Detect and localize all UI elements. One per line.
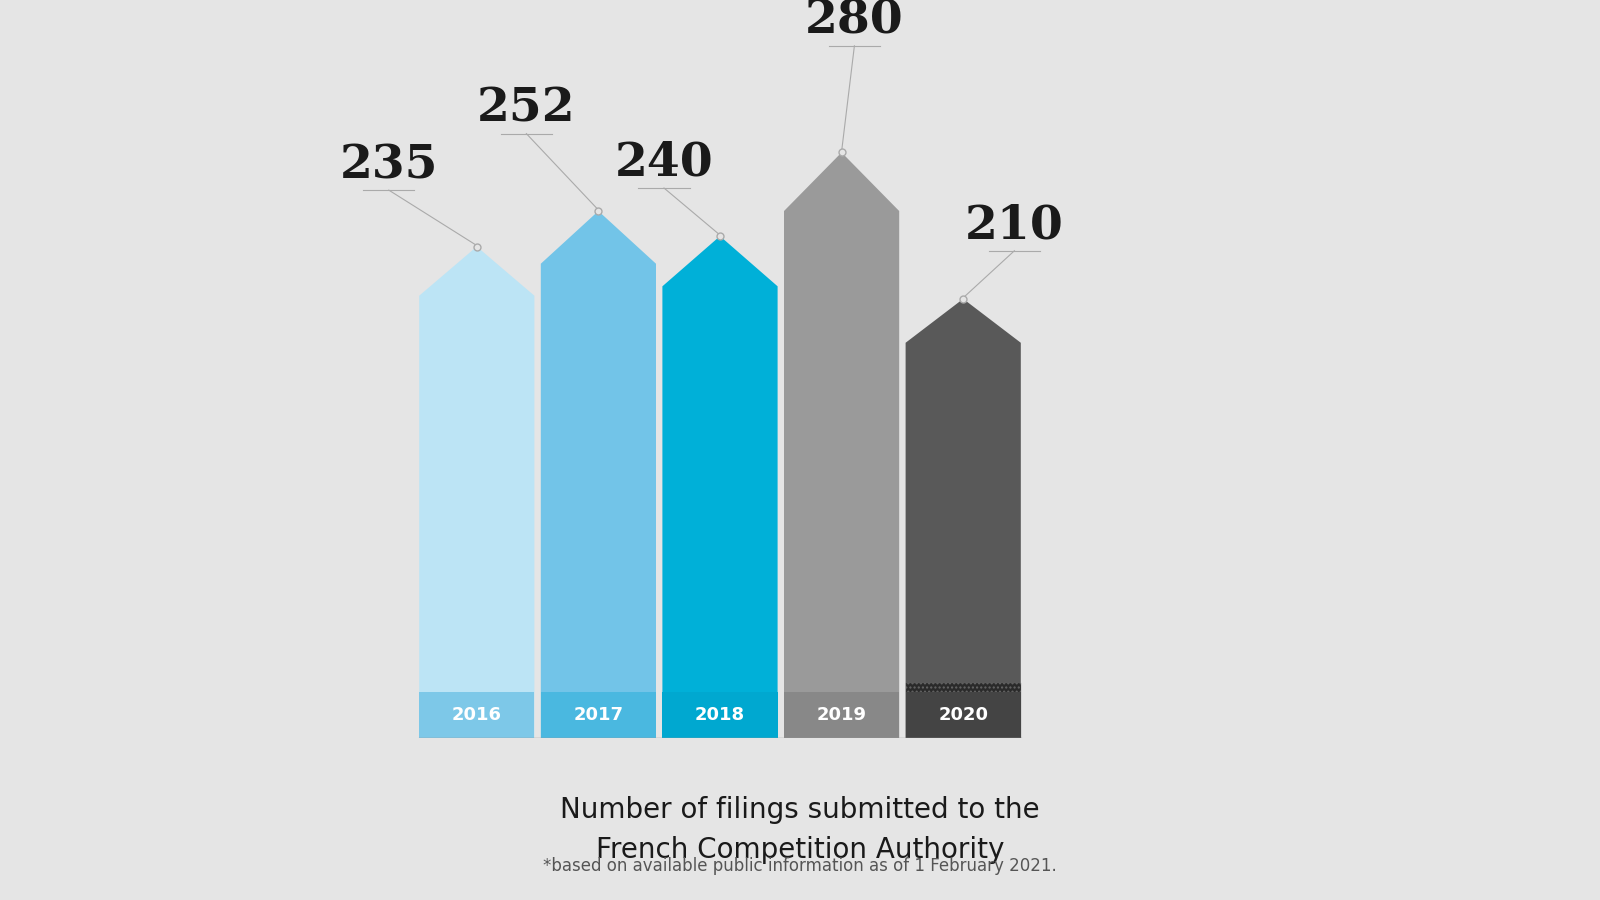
Text: 280: 280 — [805, 0, 904, 44]
Text: 240: 240 — [614, 140, 714, 186]
Polygon shape — [541, 211, 656, 738]
Polygon shape — [662, 236, 778, 738]
Text: 2019: 2019 — [816, 706, 867, 724]
Text: 2017: 2017 — [573, 706, 624, 724]
Text: 2018: 2018 — [694, 706, 746, 724]
Text: 235: 235 — [339, 142, 438, 188]
Polygon shape — [784, 152, 899, 738]
Polygon shape — [419, 247, 534, 738]
Text: Number of filings submitted to the
French Competition Authority: Number of filings submitted to the Frenc… — [560, 796, 1040, 863]
Text: 2016: 2016 — [451, 706, 502, 724]
Bar — [419, 692, 534, 738]
Bar — [784, 692, 899, 738]
Text: 210: 210 — [965, 202, 1064, 248]
Text: *based on available public information as of 1 February 2021.: *based on available public information a… — [542, 857, 1058, 875]
Bar — [906, 692, 1021, 738]
Text: 2020: 2020 — [938, 706, 989, 724]
Bar — [541, 692, 656, 738]
Text: 252: 252 — [477, 86, 576, 131]
Bar — [662, 692, 778, 738]
Polygon shape — [906, 299, 1021, 738]
Polygon shape — [906, 683, 1021, 738]
